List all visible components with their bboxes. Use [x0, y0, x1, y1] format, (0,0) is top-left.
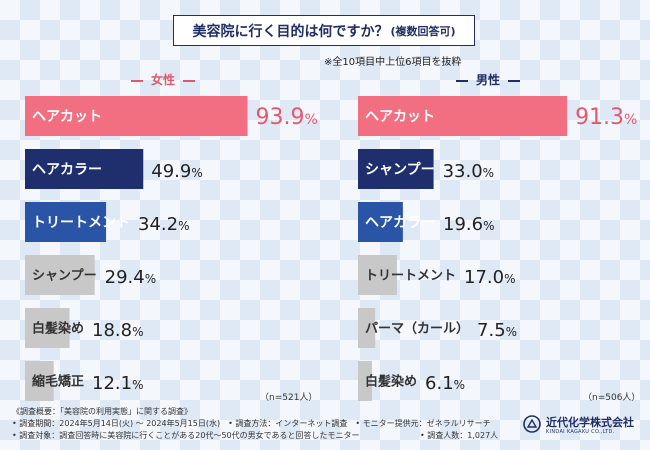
male-category-label-5: パーマ（カール） [365, 321, 469, 337]
male-category-label-1: ヘアカット [365, 109, 435, 125]
female-category-label-1: ヘアカット [32, 109, 102, 125]
female-value-label-3: 34.2% [138, 214, 189, 235]
female-bar-4 [25, 255, 95, 295]
female-category-label-6: 縮毛矯正 [32, 374, 84, 390]
female-value-label-6: 12.1% [92, 373, 143, 394]
female-bar-6 [25, 361, 54, 401]
female-value-label-1: 93.9% [256, 105, 318, 130]
title-suffix: (複数回答可) [390, 24, 456, 38]
male-bar-5 [358, 308, 376, 348]
female-bar-2 [25, 149, 144, 189]
male-category-label-3: ヘアカラー [365, 215, 435, 231]
female-heading: 女性 [123, 71, 203, 88]
male-bar-6 [358, 361, 372, 401]
male-bar-3 [358, 202, 403, 242]
male-value-label-4: 17.0% [464, 267, 515, 288]
male-n-label: （n=506人） [583, 393, 641, 403]
female-bar-3 [25, 202, 107, 242]
female-dash-right [183, 79, 196, 82]
note-text: ※全10項目中上位6項目を抜粋 [324, 57, 462, 68]
male-dash-left [456, 79, 468, 82]
male-heading-label: 男性 [476, 73, 501, 87]
male-value-label-1: 91.3% [575, 105, 637, 130]
male-value-label-5: 7.5% [477, 320, 517, 341]
company-name-en: KINDAI KAGAKU CO.,LTD. [546, 429, 615, 435]
female-dash-left [131, 79, 143, 82]
male-value-label-3: 19.6% [443, 214, 494, 235]
male-category-label-4: トリートメント [365, 269, 456, 284]
female-value-label-5: 18.8% [92, 320, 143, 341]
female-bar-5 [25, 308, 70, 348]
footer-line-1: 《調査概要：「美容院の利用実態」に関する調査》 [12, 407, 192, 416]
company-logo: 近代化学株式会社 KINDAI KAGAKU CO.,LTD. [523, 413, 643, 439]
male-category-label-2: シャンプー [365, 162, 435, 178]
female-n-label: （n=521人） [260, 393, 318, 403]
company-logo-icon [523, 415, 541, 433]
female-value-label-2: 49.9% [151, 161, 202, 182]
male-bar-2 [358, 149, 434, 189]
female-category-label-2: ヘアカラー [32, 162, 102, 178]
male-category-label-6: 白髪染め [365, 374, 417, 390]
footer-line-2: • 調査期間：2024年5月14日(火) ～ 2024年5月15日(水) • 調… [12, 419, 491, 428]
footer-line-3-right: • 調査人数：1,027人 [420, 431, 499, 440]
female-bar-1 [25, 96, 248, 136]
footer-line-3: • 調査対象：調査回答時に美容院に行くことがある20代～50代の男女であると回答… [12, 431, 360, 440]
chart-title: 美容院に行く目的は何ですか？ (複数回答可) [173, 15, 475, 46]
female-category-label-3: トリートメント [32, 215, 130, 231]
male-heading: 男性 [448, 71, 528, 88]
female-category-label-4: シャンプー [32, 269, 97, 284]
male-value-label-2: 33.0% [443, 161, 494, 182]
male-bar-1 [358, 96, 568, 136]
male-bar-4 [358, 255, 397, 295]
female-heading-label: 女性 [151, 73, 176, 87]
title-text: 美容院に行く目的は何ですか？ [192, 23, 389, 40]
female-category-label-5: 白髪染め [32, 321, 84, 337]
company-name: 近代化学株式会社 [546, 416, 634, 429]
male-value-label-6: 6.1% [425, 373, 465, 394]
male-dash-right [508, 79, 521, 82]
female-value-label-4: 29.4% [105, 267, 156, 288]
